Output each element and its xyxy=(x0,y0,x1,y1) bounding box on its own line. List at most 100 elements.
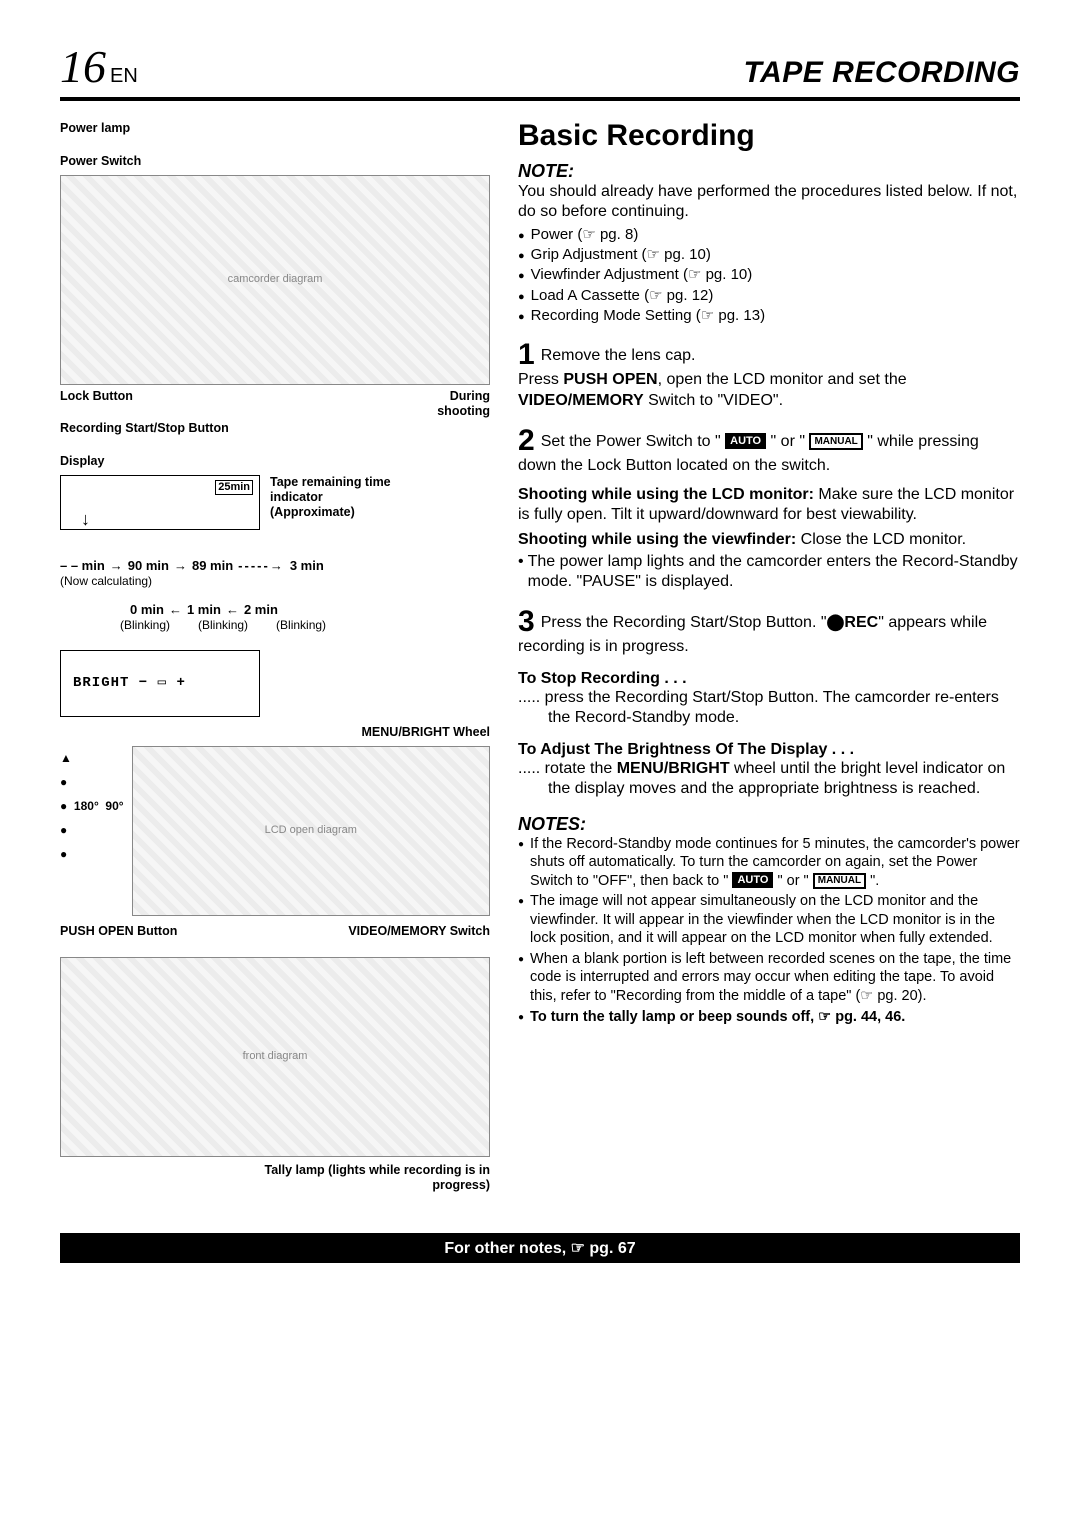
vf-text: Close the LCD monitor. xyxy=(796,531,966,548)
display-diagram: Display 25min ↓ Tape remaining time indi… xyxy=(60,454,490,632)
vf-shooting: Shooting while using the viewfinder: Clo… xyxy=(518,530,1020,550)
tally-diagram: front diagram Tally lamp (lights while r… xyxy=(60,957,490,1193)
bright-text: ..... rotate the MENU/BRIGHT wheel until… xyxy=(518,759,1020,800)
section-title: TAPE RECORDING xyxy=(744,56,1020,90)
text-column: Basic Recording NOTE: You should already… xyxy=(518,119,1020,1211)
notes-list: If the Record-Standby mode continues for… xyxy=(518,835,1020,1026)
blinking-0: (Blinking) xyxy=(120,618,170,632)
label-now-calc: (Now calculating) xyxy=(60,574,490,588)
prereq-0: Power (☞ pg. 8) xyxy=(531,225,639,245)
prereq-2: Viewfinder Adjustment (☞ pg. 10) xyxy=(531,265,753,285)
page-header: 16EN TAPE RECORDING xyxy=(60,40,1020,101)
bright-indicator: BRIGHT − ▭ + xyxy=(73,675,186,691)
prereq-list: Power (☞ pg. 8) Grip Adjustment (☞ pg. 1… xyxy=(518,225,1020,326)
note-0-manual: MANUAL xyxy=(813,873,866,890)
bright-indicator-box: BRIGHT − ▭ + xyxy=(60,650,260,717)
vf-bold: Shooting while using the viewfinder: xyxy=(518,531,796,548)
pause-bullet: •The power lamp lights and the camcorder… xyxy=(518,552,1020,593)
note-0: If the Record-Standby mode continues for… xyxy=(518,835,1020,891)
step-1-b-end: Switch to "VIDEO". xyxy=(644,392,783,409)
blinking-2: (Blinking) xyxy=(276,618,326,632)
step-1: 1 Remove the lens cap. Press PUSH OPEN, o… xyxy=(518,340,1020,412)
note-3-text: To turn the tally lamp or beep sounds of… xyxy=(530,1008,905,1027)
note-2-text: When a blank portion is left between rec… xyxy=(530,950,1020,1006)
step-num-1: 1 xyxy=(518,340,535,370)
label-rec-start-stop: Recording Start/Stop Button xyxy=(60,421,490,436)
auto-badge: AUTO xyxy=(725,433,766,449)
time-flow-bottom: 0 min← 1 min← 2 min xyxy=(60,602,490,618)
label-lock-button: Lock Button xyxy=(60,389,133,419)
time-89: 89 min xyxy=(192,558,233,574)
camcorder-top-diagram: Power lamp Power Switch camcorder diagra… xyxy=(60,121,490,436)
label-power-switch: Power Switch xyxy=(60,154,490,169)
step-num-3: 3 xyxy=(518,607,535,637)
lcd-shooting: Shooting while using the LCD monitor: Ma… xyxy=(518,485,1020,526)
step-1-b-pre: Press xyxy=(518,371,563,388)
time-3: 3 min xyxy=(290,558,324,574)
footer-text: For other notes, ☞ pg. 67 xyxy=(444,1240,635,1257)
time-flow-top: – – min→ 90 min→ 89 min -----→ 3 min xyxy=(60,558,490,574)
footer-bar: For other notes, ☞ pg. 67 xyxy=(60,1233,1020,1263)
display-box: 25min ↓ xyxy=(60,475,260,530)
label-menu-bright: MENU/BRIGHT Wheel xyxy=(60,725,490,740)
pause-text: The power lamp lights and the camcorder … xyxy=(528,552,1020,593)
camcorder-illustration-3: front diagram xyxy=(60,957,490,1157)
camcorder-illustration-1: camcorder diagram xyxy=(60,175,490,385)
step-2: 2 Set the Power Switch to " AUTO " or " M… xyxy=(518,426,1020,477)
note-text: You should already have performed the pr… xyxy=(518,182,1020,223)
note-1: The image will not appear simultaneously… xyxy=(518,892,1020,948)
stop-text: ..... press the Recording Start/Stop But… xyxy=(518,688,1020,729)
step-1-video-memory: VIDEO/MEMORY xyxy=(518,392,644,409)
step-3-a: Press the Recording Start/Stop Button. " xyxy=(541,614,827,631)
page-number-block: 16EN xyxy=(60,40,138,93)
bright-pre: ..... rotate the xyxy=(518,760,617,777)
label-video-memory: VIDEO/MEMORY Switch xyxy=(348,924,490,939)
step-3: 3 Press the Recording Start/Stop Button. … xyxy=(518,607,1020,658)
stop-heading: To Stop Recording . . . xyxy=(518,670,1020,688)
time-1: 1 min xyxy=(187,602,221,618)
note-0-mid: " or " xyxy=(773,873,812,889)
label-tally-lamp: Tally lamp (lights while recording is in… xyxy=(60,1163,490,1193)
note-1-text: The image will not appear simultaneously… xyxy=(530,892,1020,948)
lcd-bold: Shooting while using the LCD monitor: xyxy=(518,486,814,503)
note-3: To turn the tally lamp or beep sounds of… xyxy=(518,1008,1020,1027)
notes-heading: NOTES: xyxy=(518,814,1020,835)
step-1-b-mid: , open the LCD monitor and set the xyxy=(658,371,907,388)
subsection-title: Basic Recording xyxy=(518,119,1020,153)
note-2: When a blank portion is left between rec… xyxy=(518,950,1020,1006)
prereq-1: Grip Adjustment (☞ pg. 10) xyxy=(531,245,711,265)
prereq-3: Load A Cassette (☞ pg. 12) xyxy=(531,286,714,306)
angle-180: 180° xyxy=(74,799,99,813)
page-number: 16 xyxy=(60,41,106,92)
label-power-lamp: Power lamp xyxy=(60,121,490,136)
manual-badge: MANUAL xyxy=(809,433,862,450)
page-lang: EN xyxy=(110,65,138,87)
blinking-row: (Blinking) (Blinking) (Blinking) xyxy=(60,618,490,632)
bright-heading: To Adjust The Brightness Of The Display … xyxy=(518,741,1020,759)
time-90: 90 min xyxy=(128,558,169,574)
label-push-open: PUSH OPEN Button xyxy=(60,924,177,939)
note-0-auto: AUTO xyxy=(732,872,773,888)
step-num-2: 2 xyxy=(518,426,535,456)
tape-remaining-value: 25min xyxy=(215,480,253,495)
time-calc: – – min xyxy=(60,558,105,574)
note-heading: NOTE: xyxy=(518,161,1020,182)
blinking-1: (Blinking) xyxy=(198,618,248,632)
step-2-a: Set the Power Switch to " xyxy=(541,433,725,450)
step-1-push-open: PUSH OPEN xyxy=(563,371,657,388)
bright-diagram: BRIGHT − ▭ + MENU/BRIGHT Wheel ▲●● 180° … xyxy=(60,650,490,939)
rec-icon: ⬤ xyxy=(827,614,845,631)
note-0-post: ". xyxy=(866,873,879,889)
illustration-column: Power lamp Power Switch camcorder diagra… xyxy=(60,119,490,1211)
camcorder-illustration-2: LCD open diagram xyxy=(132,746,490,916)
prereq-4: Recording Mode Setting (☞ pg. 13) xyxy=(531,306,765,326)
label-display: Display xyxy=(60,454,490,469)
label-during-shooting: During shooting xyxy=(410,389,490,419)
rec-label: REC xyxy=(844,614,878,631)
time-2: 2 min xyxy=(244,602,278,618)
angle-90: 90° xyxy=(105,799,123,813)
time-0: 0 min xyxy=(130,602,164,618)
bright-bold: MENU/BRIGHT xyxy=(617,760,730,777)
step-1-a: Remove the lens cap. xyxy=(541,347,696,364)
step-2-b: " or " xyxy=(766,433,809,450)
